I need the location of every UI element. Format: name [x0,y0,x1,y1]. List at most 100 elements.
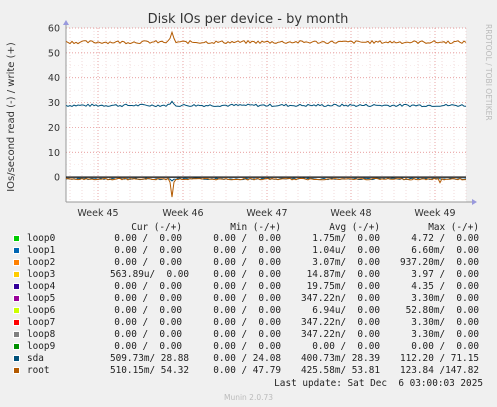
legend-swatch [13,355,20,362]
legend-swatch [13,331,20,338]
legend-swatch [13,235,20,242]
legend-swatch [13,319,20,326]
legend-avg: 347.22n/ 0.00 [300,329,380,340]
legend-max: 4.72 / 0.00 [411,233,479,244]
legend-cur: 0.00 / 0.00 [114,305,182,316]
y-tick-label: 0 [54,173,60,184]
legend-cur: 509.73m/ 28.88 [110,353,190,364]
legend-max: 6.60m/ 0.00 [411,245,479,256]
legend-max: 3.30m/ 0.00 [411,329,479,340]
legend-avg: 425.58m/ 53.81 [300,365,380,376]
legend-name: loop1 [27,245,56,256]
legend-cur: 0.00 / 0.00 [114,281,182,292]
legend-avg: 6.94u/ 0.00 [312,305,380,316]
legend-avg: 347.22n/ 0.00 [300,317,380,328]
legend-row-loop7: loop7 0.00 / 0.00 0.00 / 0.00 347.22n/ 0.00… [0,317,497,329]
legend-name: loop5 [27,293,56,304]
series-line-sda-write [65,100,467,108]
x-tick-label: Week 48 [330,208,371,219]
y-axis-arrow [63,20,69,25]
legend-min: 0.00 / 0.00 [213,329,281,340]
legend-cur: 0.00 / 0.00 [114,233,182,244]
legend-row-loop9: loop9 0.00 / 0.00 0.00 / 0.00 0.00 / 0.00 0.… [0,341,497,353]
legend-row-loop1: loop1 0.00 / 0.00 0.00 / 0.00 1.04u/ 0.00 6.… [0,245,497,257]
legend-name: loop7 [27,317,56,328]
x-tick-label: Week 46 [162,208,203,219]
header-avg: Avg (-/+) [329,222,380,233]
legend-avg: 1.04u/ 0.00 [312,245,380,256]
legend-row-loop4: loop4 0.00 / 0.00 0.00 / 0.00 19.75m/ 0.00 4… [0,281,497,293]
legend-row-loop6: loop6 0.00 / 0.00 0.00 / 0.00 6.94u/ 0.00 52… [0,305,497,317]
header-max: Max (-/+) [428,222,479,233]
legend-max: 52.80m/ 0.00 [405,305,479,316]
legend-avg: 19.75m/ 0.00 [306,281,380,292]
legend-header: Cur (-/+) Min (-/+) Avg (-/+) Max (-/+) [0,222,497,234]
legend-max: 4.35 / 0.00 [411,281,479,292]
legend-row-root: root 510.15m/ 54.32 0.00 / 47.79 425.58m/ 5… [0,365,497,377]
legend-min: 0.00 / 0.00 [213,317,281,328]
y-axis-label: IOs/second read (-) / write (+) [6,42,17,192]
series-line-root-write [65,30,467,45]
legend-name: loop8 [27,329,56,340]
legend-min: 0.00 / 0.00 [213,305,281,316]
legend-row-loop8: loop8 0.00 / 0.00 0.00 / 0.00 347.22n/ 0.00… [0,329,497,341]
y-tick-label: 50 [48,48,60,59]
legend-row-loop2: loop2 0.00 / 0.00 0.00 / 0.00 3.07m/ 0.00 93… [0,257,497,269]
legend-min: 0.00 / 0.00 [213,233,281,244]
legend-min: 0.00 / 0.00 [213,269,281,280]
legend-name: loop0 [27,233,56,244]
legend-name: root [27,365,50,376]
munin-version: Munin 2.0.73 [223,393,274,402]
legend-cur: 563.89u/ 0.00 [110,269,190,280]
legend-name: loop9 [27,341,56,352]
header-cur: Cur (-/+) [131,222,182,233]
legend-max: 3.30m/ 0.00 [411,293,479,304]
legend-avg: 1.75m/ 0.00 [312,233,380,244]
legend-max: 3.97 / 0.00 [411,269,479,280]
y-tick-label: 40 [48,73,60,84]
legend-avg: 0.00 / 0.00 [312,341,380,352]
legend-row-loop5: loop5 0.00 / 0.00 0.00 / 0.00 347.22n/ 0.00… [0,293,497,305]
x-tick-label: Week 47 [246,208,287,219]
series-line-root-read [65,177,466,198]
legend-avg: 347.22n/ 0.00 [300,293,380,304]
legend-min: 0.00 / 0.00 [213,281,281,292]
x-tick-label: Week 45 [77,208,118,219]
legend-min: 0.00 / 0.00 [213,293,281,304]
header-min: Min (-/+) [230,222,281,233]
legend-name: sda [27,353,44,364]
legend-swatch [13,247,20,254]
legend-min: 0.00 / 47.79 [213,365,281,376]
legend-name: loop4 [27,281,56,292]
legend-cur: 510.15m/ 54.32 [110,365,190,376]
legend-row-sda: sda 509.73m/ 28.88 0.00 / 24.08 400.73m/ 28… [0,353,497,365]
y-tick-label: 20 [48,123,60,134]
legend-swatch [13,343,20,350]
legend-cur: 0.00 / 0.00 [114,317,182,328]
x-axis-arrow [472,199,477,205]
legend-row-loop3: loop3 563.89u/ 0.00 0.00 / 0.00 14.87m/ 0.0… [0,269,497,281]
legend-max: 112.20 / 71.15 [399,353,479,364]
legend-max: 937.20m/ 0.00 [399,257,479,268]
legend-min: 0.00 / 0.00 [213,257,281,268]
legend-swatch [13,295,20,302]
legend-cur: 0.00 / 0.00 [114,293,182,304]
legend-swatch [13,283,20,290]
legend-swatch [13,271,20,278]
legend-swatch [13,367,20,374]
y-tick-label: 10 [48,148,60,159]
legend-name: loop6 [27,305,56,316]
legend-cur: 0.00 / 0.00 [114,257,182,268]
chart: 0 10 20 30 40 50 60 Week 45 Week 46 Week 47 Week 4… [6,12,493,219]
legend-cur: 0.00 / 0.00 [114,329,182,340]
legend-min: 0.00 / 24.08 [213,353,281,364]
legend-swatch [13,307,20,314]
legend-max: 0.00 / 0.00 [411,341,479,352]
y-tick-label: 60 [48,24,60,35]
chart-title: Disk IOs per device - by month [148,12,349,27]
legend-cur: 0.00 / 0.00 [114,341,182,352]
legend-min: 0.00 / 0.00 [213,245,281,256]
legend-avg: 14.87m/ 0.00 [306,269,380,280]
legend-name: loop3 [27,269,56,280]
legend-row-loop0: loop0 0.00 / 0.00 0.00 / 0.00 1.75m/ 0.00 4.… [0,233,497,245]
